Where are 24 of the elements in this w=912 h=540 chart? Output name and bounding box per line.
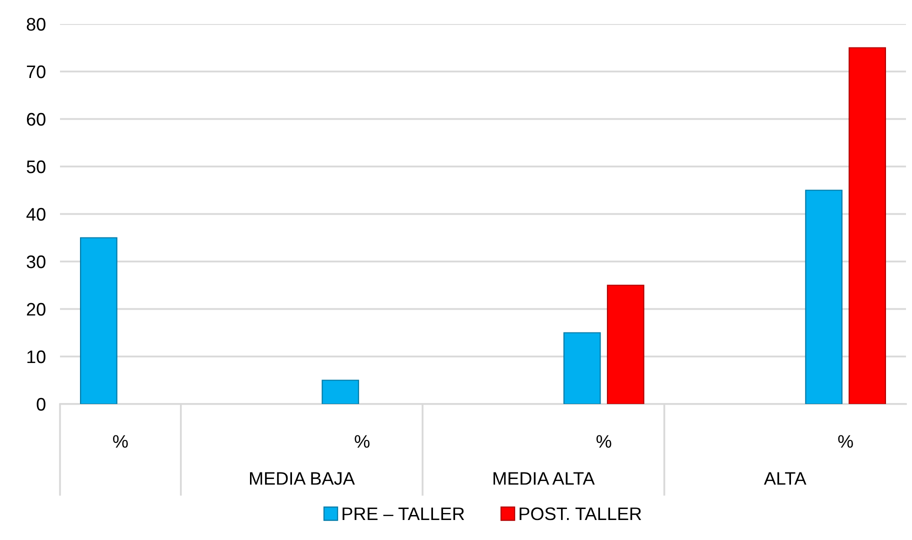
y-tick-label: 20 [26, 302, 46, 316]
x-tick-label: % [113, 435, 128, 448]
text: MEDIA ALTA [494, 472, 595, 485]
x-tick-label: % [596, 435, 612, 448]
y-tick-label: 40 [26, 208, 46, 221]
text: ALTA [764, 472, 806, 485]
legend-label: PRE – TALLER [342, 508, 464, 520]
bar [80, 237, 118, 404]
y-tick-label: 50 [26, 160, 46, 174]
y-tick-label: 80 [26, 18, 46, 31]
y-tick-label: 60 [26, 112, 46, 126]
bar [563, 332, 601, 404]
y-tick-label: 70 [26, 65, 46, 78]
y-tick-label: 30 [26, 255, 46, 268]
bar [606, 284, 644, 404]
bar [848, 47, 886, 404]
y-tick-label: 0 [36, 398, 46, 411]
bar [322, 380, 360, 404]
legend-label: POST. TALLER [520, 507, 642, 520]
x-tick-label: % [838, 435, 853, 448]
y-tick-label: 10 [27, 350, 46, 364]
bar [805, 190, 842, 404]
text: MEDIA BAJA [250, 472, 355, 485]
x-tick-label: % [354, 435, 370, 448]
